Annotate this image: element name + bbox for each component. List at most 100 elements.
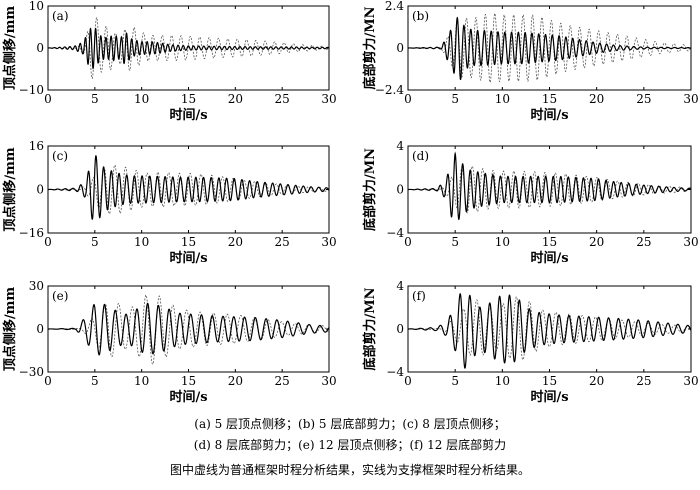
y-axis-label: 底部剪力/MN	[362, 287, 378, 370]
caption-line-2: (d) 8 层底部剪力；(e) 12 层顶点侧移；(f) 12 层底部剪力	[193, 438, 507, 452]
x-tick-label: 20	[228, 92, 243, 106]
y-tick-label: 0	[396, 183, 404, 197]
y-axis-label: 顶点侧移/mm	[2, 287, 18, 372]
x-tick-label: 5	[91, 92, 99, 106]
x-tick-label: 15	[181, 235, 196, 249]
panel-label: (b)	[412, 9, 429, 23]
x-tick-label: 30	[321, 374, 336, 388]
series-line-solid	[48, 155, 329, 221]
y-tick-label: 4	[396, 139, 404, 153]
y-tick-label: 2.4	[385, 0, 404, 13]
y-tick-label: −10	[19, 83, 44, 97]
x-axis-label: 时间/s	[530, 250, 568, 266]
y-tick-label: 4	[396, 279, 404, 293]
panel-label: (e)	[52, 289, 68, 303]
x-tick-label: 15	[542, 92, 557, 106]
x-tick-label: 10	[495, 235, 510, 249]
y-tick-label: −30	[19, 365, 44, 379]
x-axis-label: 时间/s	[530, 389, 568, 405]
y-tick-label: −4	[386, 226, 404, 240]
x-tick-label: 20	[228, 235, 243, 249]
plot-frame	[407, 285, 692, 373]
x-tick-label: 25	[636, 374, 651, 388]
caption-note: 图中虚线为普通框架时程分析结果，实线为支撑框架时程分析结果。	[169, 463, 530, 477]
x-tick-label: 25	[275, 235, 290, 249]
x-tick-label: 5	[91, 374, 99, 388]
y-axis-label: 顶点侧移/mm	[2, 6, 18, 91]
y-tick-label: 16	[29, 139, 44, 153]
x-tick-label: 5	[451, 374, 459, 388]
x-tick-label: 20	[589, 374, 604, 388]
x-tick-label: 5	[91, 235, 99, 249]
x-tick-label: 0	[44, 374, 52, 388]
x-tick-label: 10	[495, 374, 510, 388]
x-tick-label: 15	[181, 92, 196, 106]
x-tick-label: 25	[636, 92, 651, 106]
x-tick-label: 30	[683, 235, 698, 249]
y-tick-label: 0	[36, 183, 44, 197]
series-line-dashed	[48, 294, 329, 365]
x-tick-label: 15	[181, 374, 196, 388]
series-line-solid	[408, 16, 691, 81]
y-tick-label: −2.4	[375, 83, 405, 97]
x-tick-label: 0	[44, 92, 52, 106]
x-tick-label: 10	[495, 92, 510, 106]
y-tick-label: −16	[19, 226, 44, 240]
x-axis-label: 时间/s	[530, 107, 568, 123]
panel-label: (d)	[412, 149, 429, 163]
x-tick-label: 20	[589, 92, 604, 106]
x-tick-label: 0	[404, 374, 412, 388]
y-tick-label: 0	[396, 322, 404, 336]
y-tick-label: 0	[396, 41, 404, 55]
x-axis-label: 时间/s	[169, 250, 207, 266]
x-axis-label: 时间/s	[169, 107, 207, 123]
series-line-solid	[48, 27, 329, 70]
x-tick-label: 15	[542, 235, 557, 249]
x-tick-label: 25	[275, 92, 290, 106]
y-axis-label: 顶点侧移/mm	[2, 147, 18, 232]
y-axis-label: 底部剪力/MN	[362, 148, 378, 231]
y-tick-label: 0	[36, 322, 44, 336]
x-tick-label: 30	[683, 374, 698, 388]
x-tick-label: 30	[321, 235, 336, 249]
x-tick-label: 0	[404, 92, 412, 106]
x-tick-label: 5	[451, 92, 459, 106]
x-tick-label: 15	[542, 374, 557, 388]
plot-frame	[407, 145, 692, 234]
series-line-solid	[408, 151, 691, 221]
series-line-dashed	[408, 12, 691, 83]
x-tick-label: 10	[134, 92, 149, 106]
y-tick-label: 10	[29, 0, 44, 13]
series-line-dashed	[408, 165, 691, 214]
x-tick-label: 20	[589, 235, 604, 249]
x-tick-label: 5	[451, 235, 459, 249]
caption-line-1: (a) 5 层顶点侧移；(b) 5 层底部剪力；(c) 8 层顶点侧移；	[194, 417, 506, 431]
panel-label: (a)	[52, 9, 69, 23]
x-tick-label: 20	[228, 374, 243, 388]
series-line-dashed	[48, 16, 329, 80]
y-axis-label: 底部剪力/MN	[362, 6, 378, 89]
x-tick-label: 25	[636, 235, 651, 249]
y-tick-label: −4	[386, 365, 404, 379]
panel-label: (c)	[52, 149, 68, 163]
x-tick-label: 30	[683, 92, 698, 106]
x-tick-label: 10	[134, 374, 149, 388]
y-tick-label: 30	[29, 279, 44, 293]
x-axis-label: 时间/s	[169, 389, 207, 405]
series-line-dashed	[408, 296, 691, 361]
series-line-solid	[408, 293, 691, 369]
x-tick-label: 0	[404, 235, 412, 249]
y-tick-label: 0	[36, 41, 44, 55]
x-tick-label: 25	[275, 374, 290, 388]
x-tick-label: 30	[321, 92, 336, 106]
series-line-solid	[48, 302, 329, 356]
x-tick-label: 0	[44, 235, 52, 249]
x-tick-label: 10	[134, 235, 149, 249]
